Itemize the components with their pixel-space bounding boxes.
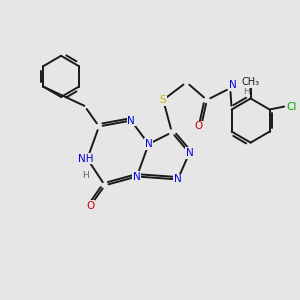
Text: N: N <box>174 174 182 184</box>
Text: N: N <box>145 139 152 149</box>
Text: N: N <box>133 172 141 182</box>
Text: N: N <box>127 116 135 126</box>
Text: NH: NH <box>78 154 94 164</box>
Text: CH₃: CH₃ <box>242 77 260 87</box>
Text: H: H <box>243 87 250 96</box>
Text: N: N <box>185 148 193 158</box>
Text: N: N <box>229 80 237 90</box>
Text: O: O <box>86 201 94 211</box>
Text: O: O <box>194 122 202 131</box>
Text: H: H <box>82 170 89 179</box>
Text: S: S <box>160 95 166 105</box>
Text: Cl: Cl <box>286 102 297 112</box>
